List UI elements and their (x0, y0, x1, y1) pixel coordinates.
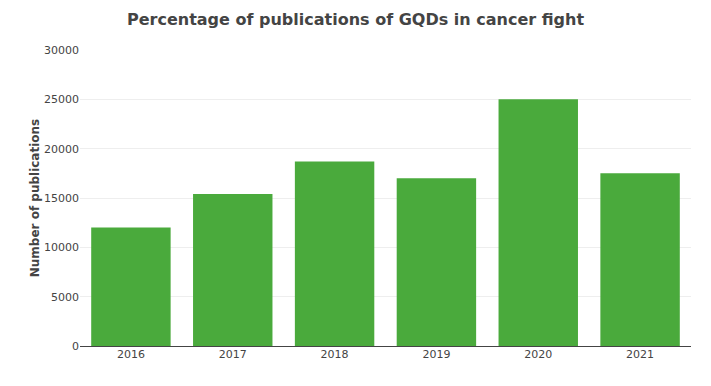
svg-text:2016: 2016 (117, 348, 145, 361)
svg-text:5000: 5000 (51, 291, 79, 304)
svg-text:2019: 2019 (422, 348, 450, 361)
svg-text:25000: 25000 (44, 93, 79, 106)
svg-text:Number of publications: Number of publications (28, 119, 42, 278)
svg-text:0: 0 (72, 340, 79, 353)
svg-text:20000: 20000 (44, 143, 79, 156)
svg-text:2021: 2021 (626, 348, 654, 361)
svg-text:2020: 2020 (524, 348, 552, 361)
svg-text:Percentage of publications of: Percentage of publications of GQDs in ca… (127, 10, 584, 29)
svg-text:30000: 30000 (44, 44, 79, 57)
svg-text:10000: 10000 (44, 241, 79, 254)
svg-text:2018: 2018 (321, 348, 349, 361)
svg-text:2017: 2017 (219, 348, 247, 361)
svg-text:15000: 15000 (44, 192, 79, 205)
